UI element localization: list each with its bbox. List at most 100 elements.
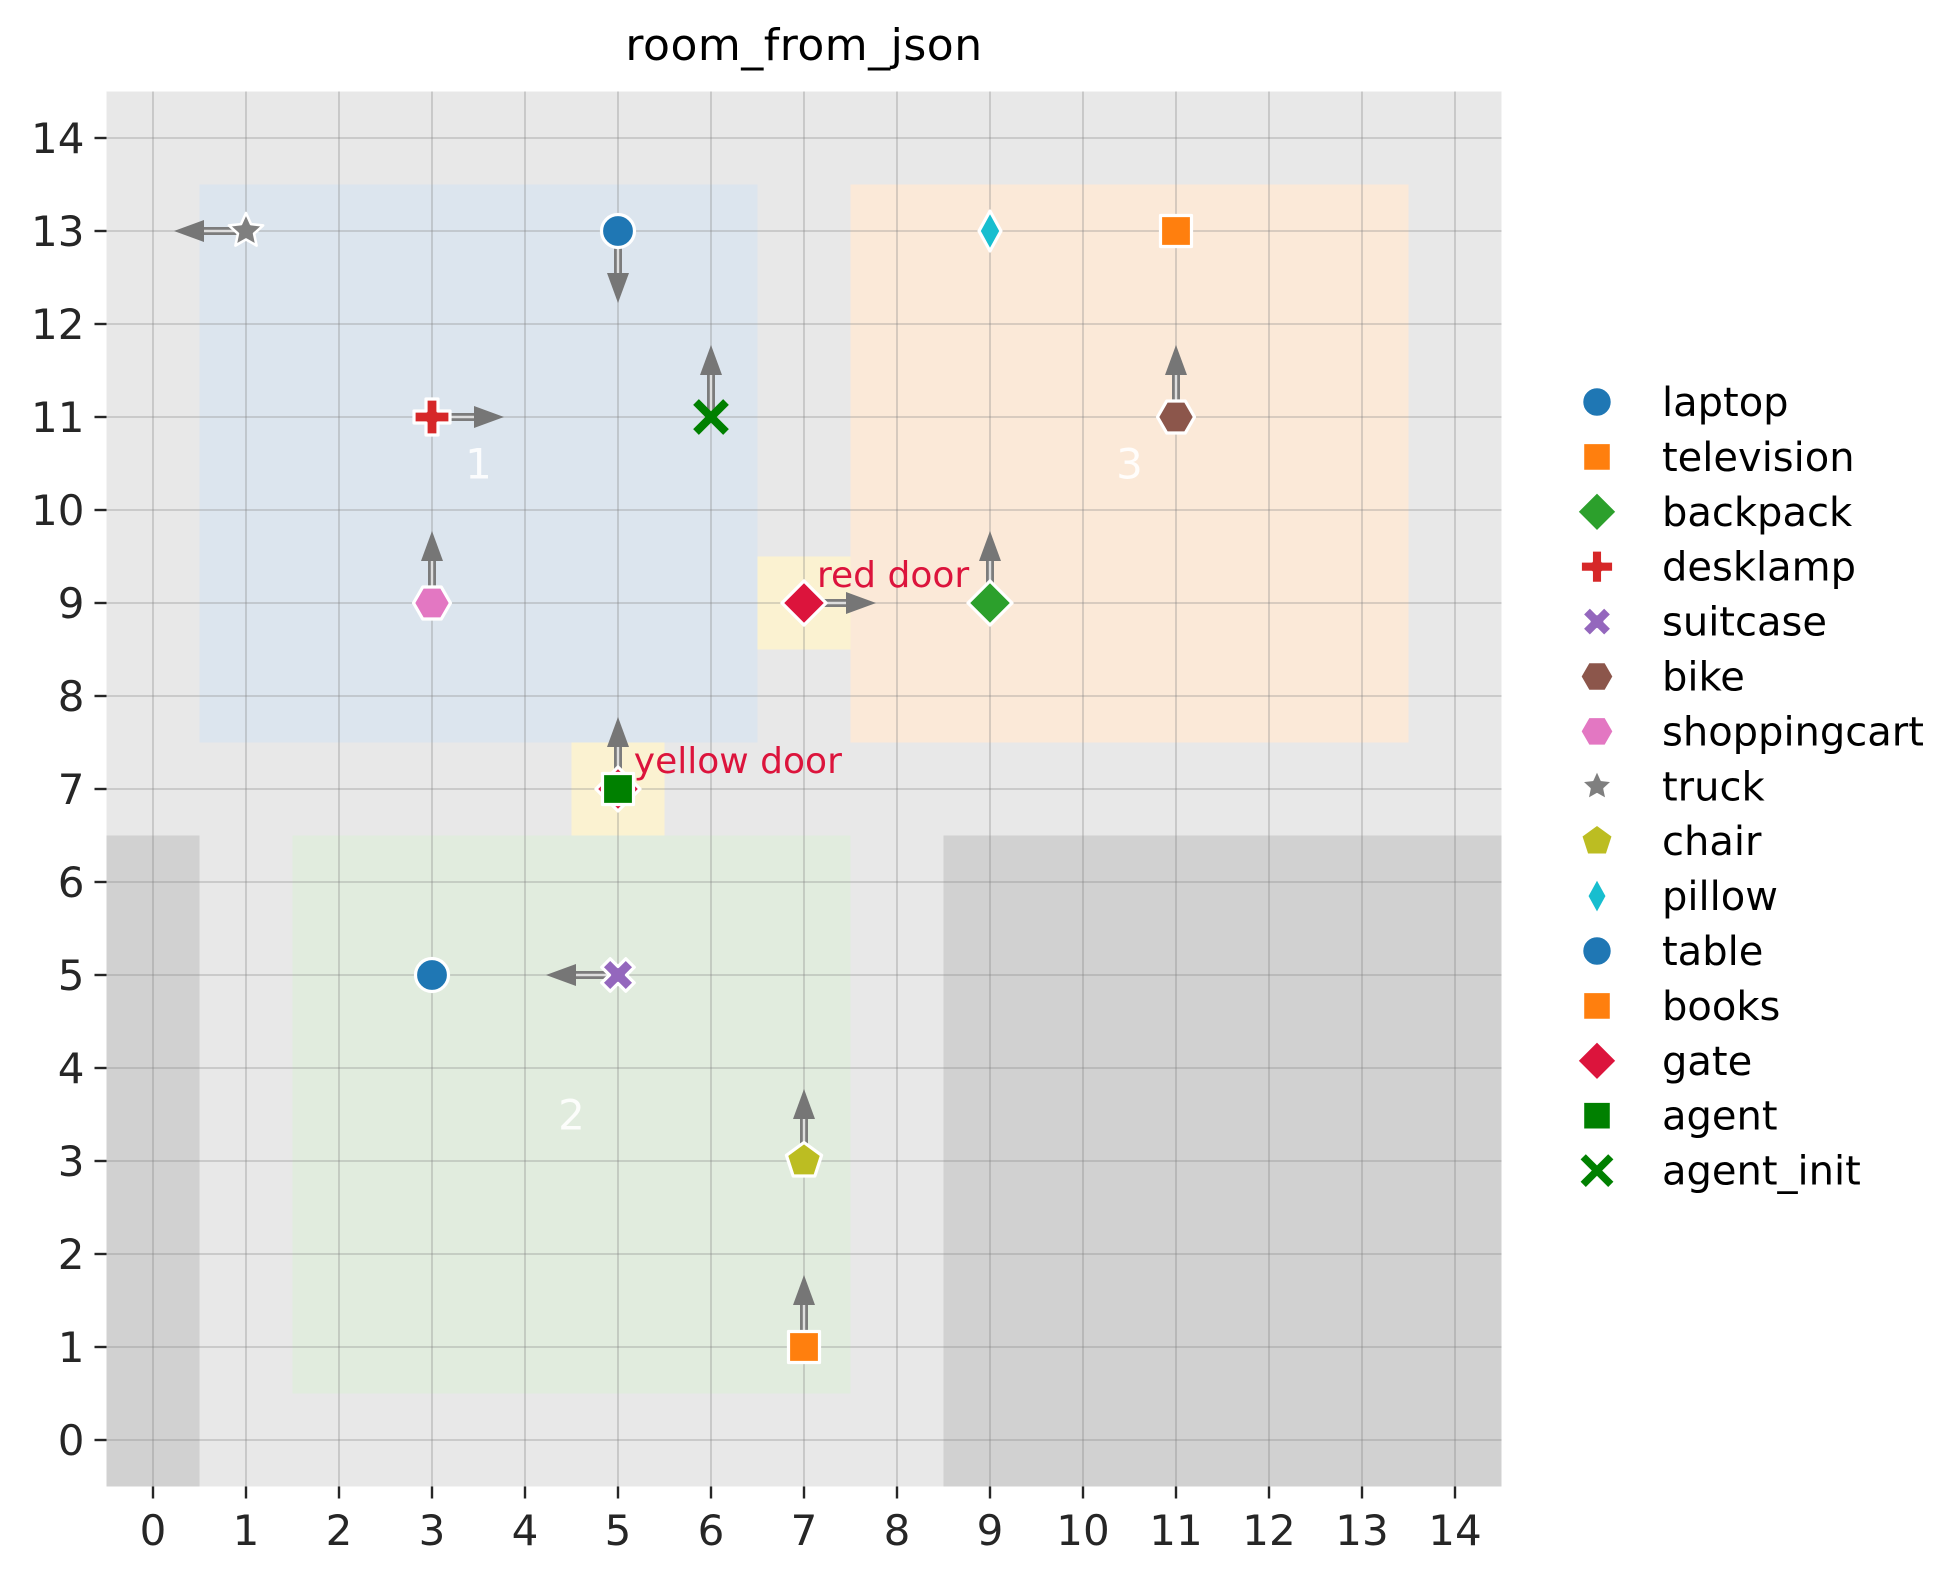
- y-tick-label-3: 3: [58, 1137, 85, 1186]
- y-tick-label-2: 2: [58, 1230, 85, 1279]
- legend-label-backpack: backpack: [1662, 490, 1853, 536]
- marker-television: [1158, 213, 1194, 249]
- y-tick-label-11: 11: [31, 393, 84, 442]
- legend-label-books: books: [1662, 984, 1780, 1030]
- legend-label-laptop: laptop: [1662, 380, 1789, 426]
- legend-marker-shoppingcart-icon: [1578, 715, 1616, 748]
- legend-marker-bike-icon: [1578, 660, 1616, 693]
- legend-marker-books-icon: [1581, 990, 1613, 1022]
- y-tick-label-8: 8: [58, 672, 85, 721]
- y-tick-label-6: 6: [58, 858, 85, 907]
- y-tick-label-13: 13: [31, 207, 84, 256]
- room-2: [292, 835, 851, 1394]
- y-tick-label-1: 1: [58, 1323, 85, 1372]
- marker-truck: [227, 211, 265, 247]
- marker-laptop: [599, 212, 637, 250]
- arrow-head-books: [793, 1275, 815, 1305]
- marker-agent_init: [693, 399, 729, 435]
- room-label-1: 1: [465, 440, 492, 489]
- y-tick-label-0: 0: [58, 1416, 85, 1465]
- x-tick-label-5: 5: [605, 1506, 632, 1555]
- x-tick-label-0: 0: [140, 1506, 167, 1555]
- marker-chair: [784, 1140, 824, 1178]
- legend-label-bike: bike: [1662, 655, 1745, 701]
- legend-label-table: table: [1662, 929, 1763, 975]
- legend-label-suitcase: suitcase: [1662, 600, 1827, 646]
- marker-pillow: [977, 209, 1003, 253]
- legend-marker-desklamp-icon: [1578, 548, 1616, 585]
- legend-marker-laptop-icon: [1580, 385, 1614, 419]
- legend-label-gate: gate: [1662, 1039, 1752, 1085]
- legend-marker-pillow-icon: [1585, 876, 1609, 916]
- x-tick-label-2: 2: [326, 1506, 353, 1555]
- legend-marker-truck-icon: [1580, 768, 1614, 801]
- marker-books: [786, 1329, 822, 1365]
- room-3: [850, 184, 1409, 743]
- legend-marker-backpack-icon: [1575, 490, 1619, 534]
- x-tick-label-3: 3: [419, 1506, 446, 1555]
- arrow-head-agent_init: [700, 345, 722, 375]
- marker-gate: [780, 579, 828, 627]
- legend-label-desklamp: desklamp: [1662, 545, 1856, 591]
- arrow-head-suitcase: [546, 964, 576, 986]
- arrow-head-gate: [846, 592, 876, 614]
- arrow-head-bike: [1165, 345, 1187, 375]
- legend-marker-agent_init-icon: [1580, 1154, 1614, 1188]
- legend-label-chair: chair: [1662, 819, 1762, 865]
- room-label-3: 3: [1116, 440, 1143, 489]
- y-tick-label-4: 4: [58, 1044, 85, 1093]
- door-label-red-door: red door: [817, 555, 969, 596]
- arrow-head-chair: [793, 1089, 815, 1119]
- legend-label-pillow: pillow: [1662, 874, 1778, 920]
- blocked-region-0: [106, 835, 200, 1487]
- x-tick-label-1: 1: [233, 1506, 260, 1555]
- x-tick-label-8: 8: [884, 1506, 911, 1555]
- marker-agent: [600, 771, 636, 807]
- y-tick-label-9: 9: [58, 579, 85, 628]
- y-tick-label-7: 7: [58, 765, 85, 814]
- room-1: [199, 184, 758, 743]
- legend-marker-chair-icon: [1579, 822, 1615, 857]
- x-tick-label-14: 14: [1428, 1506, 1481, 1555]
- legend-label-agent: agent: [1662, 1094, 1778, 1140]
- legend-marker-table-icon: [1580, 934, 1614, 968]
- x-tick-label-11: 11: [1149, 1506, 1202, 1555]
- x-tick-label-10: 10: [1056, 1506, 1109, 1555]
- arrow-head-desklamp: [474, 406, 504, 428]
- chart-title: room_from_json: [625, 20, 983, 71]
- legend-marker-gate-icon: [1575, 1039, 1619, 1083]
- y-tick-label-5: 5: [58, 951, 85, 1000]
- door-label-yellow-door: yellow door: [634, 741, 842, 782]
- arrow-head-agent: [607, 717, 629, 747]
- x-tick-label-7: 7: [791, 1506, 818, 1555]
- legend-marker-suitcase-icon: [1580, 605, 1614, 639]
- arrow-head-shoppingcart: [421, 531, 443, 561]
- y-tick-label-10: 10: [31, 486, 84, 535]
- x-tick-label-13: 13: [1335, 1506, 1388, 1555]
- blocked-region-1: [943, 835, 1502, 1487]
- x-tick-label-9: 9: [977, 1506, 1004, 1555]
- y-tick-label-12: 12: [31, 300, 84, 349]
- marker-desklamp: [412, 397, 452, 437]
- x-tick-label-12: 12: [1242, 1506, 1295, 1555]
- marker-table: [413, 956, 451, 994]
- legend-label-shoppingcart: shoppingcart: [1662, 709, 1924, 755]
- legend-marker-agent-icon: [1581, 1099, 1613, 1132]
- marker-backpack: [966, 579, 1014, 627]
- legend-label-truck: truck: [1662, 764, 1765, 810]
- arrow-head-backpack: [979, 531, 1001, 561]
- legend-label-agent_init: agent_init: [1662, 1149, 1861, 1195]
- y-tick-label-14: 14: [31, 114, 84, 163]
- marker-bike: [1155, 399, 1197, 435]
- marker-shoppingcart: [411, 585, 453, 621]
- room-label-2: 2: [558, 1091, 585, 1140]
- marker-suitcase: [600, 957, 636, 993]
- x-tick-label-6: 6: [698, 1506, 725, 1555]
- arrow-head-laptop: [607, 273, 629, 303]
- legend-marker-television-icon: [1581, 441, 1613, 473]
- x-tick-label-4: 4: [512, 1506, 539, 1555]
- legend-label-television: television: [1662, 435, 1855, 481]
- arrow-head-truck: [174, 220, 204, 242]
